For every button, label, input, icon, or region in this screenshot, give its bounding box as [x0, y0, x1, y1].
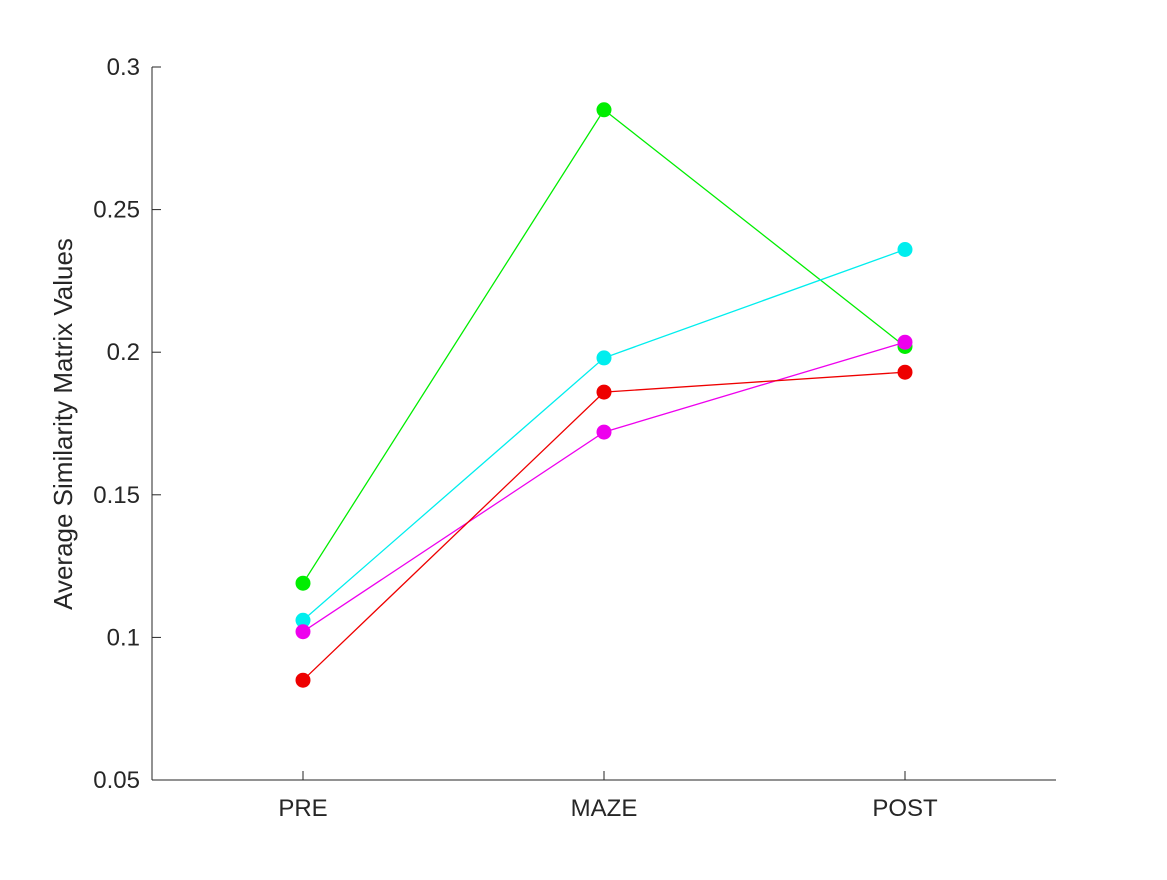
series-layer	[295, 102, 913, 688]
x-tick-label: POST	[872, 795, 938, 822]
series-line	[302, 108, 906, 584]
data-point	[295, 624, 311, 640]
y-tick-label: 0.25	[93, 197, 140, 224]
data-point	[897, 334, 913, 350]
series-0	[295, 102, 913, 591]
x-tick-label: PRE	[278, 795, 327, 822]
data-point	[897, 242, 913, 257]
y-tick-label: 0.3	[107, 54, 140, 81]
data-point	[295, 672, 311, 688]
data-point	[596, 102, 612, 118]
series-3	[295, 364, 913, 688]
axes: 0.05 0.1 0.15 0.2 0.25 0.3 PRE MAZE POST	[93, 54, 1056, 822]
series-2	[295, 334, 913, 640]
y-axis-label: Average Similarity Matrix Values	[48, 238, 78, 610]
y-tick-label: 0.15	[93, 482, 140, 509]
data-point	[295, 612, 311, 628]
data-point	[596, 424, 612, 440]
data-point	[596, 384, 612, 400]
y-tick-label: 0.2	[107, 339, 140, 366]
series-line	[302, 371, 906, 681]
y-tick-label: 0.05	[93, 767, 140, 794]
data-point	[897, 364, 913, 380]
x-tick-label: MAZE	[571, 795, 638, 822]
y-tick-label: 0.1	[107, 624, 140, 651]
data-point	[596, 350, 612, 366]
data-point	[295, 575, 311, 591]
series-1	[295, 242, 913, 628]
